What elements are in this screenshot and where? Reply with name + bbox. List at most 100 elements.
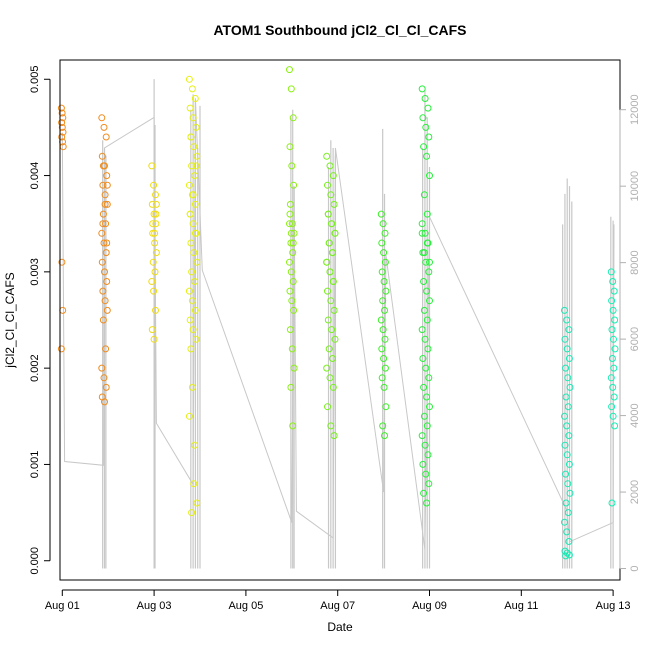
data-point xyxy=(102,220,110,228)
data-point xyxy=(425,480,433,488)
data-point xyxy=(324,316,332,324)
data-point xyxy=(58,109,66,117)
data-point xyxy=(57,345,65,353)
data-point xyxy=(422,364,430,372)
data-point xyxy=(101,297,109,305)
data-point xyxy=(185,412,193,420)
x-axis-label: Date xyxy=(327,620,353,634)
data-point xyxy=(98,152,106,160)
data-point xyxy=(58,119,66,127)
data-point xyxy=(561,518,568,526)
data-point xyxy=(289,114,297,122)
data-point xyxy=(565,538,573,545)
data-point xyxy=(189,114,197,122)
x-tick-label: Aug 13 xyxy=(596,600,631,612)
data-point xyxy=(149,258,157,266)
data-point xyxy=(99,287,107,295)
data-point xyxy=(149,220,157,228)
points-layer xyxy=(57,66,619,560)
data-point xyxy=(329,172,337,180)
data-point xyxy=(425,374,433,382)
data-point xyxy=(191,200,199,208)
data-point xyxy=(289,278,297,285)
x-tick-label: Aug 03 xyxy=(137,600,172,612)
data-point xyxy=(564,509,572,517)
data-point xyxy=(420,412,428,420)
data-point xyxy=(101,268,108,276)
data-point xyxy=(290,181,298,189)
data-point xyxy=(101,398,108,406)
data-point xyxy=(192,335,200,343)
data-point xyxy=(381,432,388,440)
data-point xyxy=(379,220,387,228)
data-point xyxy=(148,200,156,208)
data-point xyxy=(561,547,569,555)
data-point xyxy=(150,287,158,295)
data-point xyxy=(98,364,106,372)
data-point xyxy=(379,422,387,430)
data-point xyxy=(609,383,617,391)
data-point xyxy=(566,489,574,497)
data-point xyxy=(426,258,433,266)
data-point xyxy=(287,239,295,247)
data-point xyxy=(423,239,431,247)
data-point xyxy=(324,403,331,411)
data-point xyxy=(378,374,386,382)
data-point xyxy=(608,403,616,411)
data-point xyxy=(610,335,617,343)
data-point xyxy=(563,451,571,459)
data-point xyxy=(101,200,109,208)
data-point xyxy=(380,278,388,285)
data-point xyxy=(382,287,390,295)
data-point xyxy=(186,210,194,218)
data-point xyxy=(323,258,331,266)
data-point xyxy=(424,104,432,112)
data-point xyxy=(288,162,296,170)
data-point xyxy=(426,403,433,411)
data-point xyxy=(420,306,428,314)
data-point xyxy=(188,162,196,170)
data-point xyxy=(564,480,572,488)
data-point xyxy=(379,297,387,305)
data-point xyxy=(418,326,426,334)
data-point xyxy=(102,133,110,141)
data-point xyxy=(323,364,331,372)
data-point xyxy=(421,229,429,237)
data-point xyxy=(609,278,617,285)
data-point xyxy=(418,432,426,440)
data-point xyxy=(286,220,293,228)
data-point xyxy=(562,552,570,560)
data-point xyxy=(608,499,616,507)
y2-tick-label: 6000 xyxy=(629,327,641,351)
data-point xyxy=(286,66,293,74)
y-axis: 0.000 0.001 0.002 0.003 0.004 0.005 xyxy=(29,65,51,575)
data-point xyxy=(191,229,199,237)
data-point xyxy=(152,249,160,257)
data-point xyxy=(189,191,197,199)
data-point xyxy=(151,229,159,237)
data-point xyxy=(98,114,106,122)
data-point xyxy=(149,229,157,237)
data-point xyxy=(562,393,570,401)
data-point xyxy=(289,422,297,430)
data-point xyxy=(423,152,431,160)
data-point xyxy=(564,374,572,382)
data-point xyxy=(98,258,106,266)
y2-tick-label: 8000 xyxy=(629,250,641,274)
y-axis-label: jCl2_Cl_Cl_CAFS xyxy=(3,272,17,368)
data-point xyxy=(148,326,156,334)
data-point xyxy=(565,460,573,468)
data-point xyxy=(421,335,429,343)
data-point xyxy=(191,278,199,285)
y-tick-label: 0.005 xyxy=(29,65,41,93)
data-point xyxy=(192,123,200,131)
data-point xyxy=(290,364,298,372)
data-point xyxy=(380,355,388,362)
data-point xyxy=(378,268,386,276)
secondary-series-layer xyxy=(61,79,615,569)
data-point xyxy=(565,432,573,440)
data-point xyxy=(377,316,385,324)
data-point xyxy=(563,345,571,353)
data-point xyxy=(103,172,111,180)
